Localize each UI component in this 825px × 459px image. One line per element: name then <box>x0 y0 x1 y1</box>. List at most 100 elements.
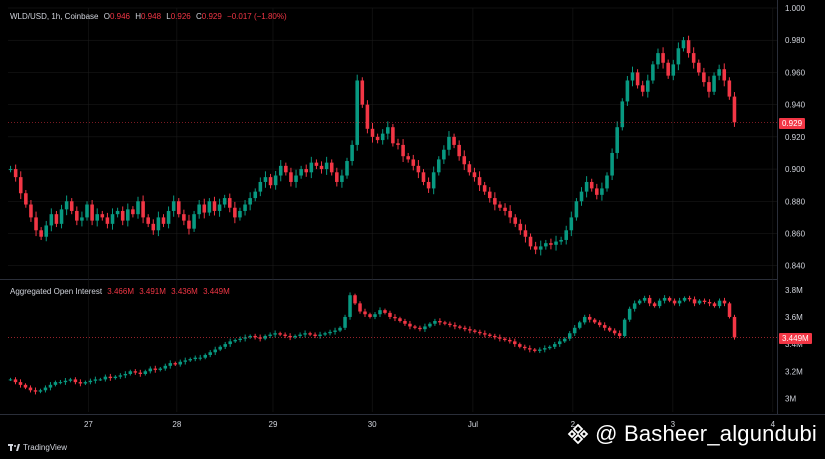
price-candle <box>202 204 207 213</box>
price-candle <box>600 188 604 195</box>
price-candle <box>187 220 191 229</box>
oi-candle <box>133 371 138 373</box>
oi-candle <box>508 340 512 342</box>
price-candle <box>243 204 247 211</box>
oi-candle <box>338 327 342 331</box>
last-oi-tag: 3.449M <box>779 333 812 344</box>
price-candle <box>85 204 89 218</box>
price-candle <box>549 243 553 245</box>
oi-tick-label: 3.6M <box>785 313 803 322</box>
price-candle <box>707 82 711 92</box>
price-candle <box>574 201 579 218</box>
oi-candle <box>308 333 312 335</box>
oi-candle <box>548 346 552 349</box>
price-candle <box>284 165 288 173</box>
oi-candle <box>13 379 18 383</box>
oi-candle <box>538 349 542 351</box>
price-candle <box>651 64 655 81</box>
price-candle <box>666 62 670 76</box>
price-candle <box>493 198 497 205</box>
price-candle <box>391 127 395 144</box>
time-tick-label: 2 <box>571 420 576 429</box>
price-candle <box>477 177 482 186</box>
price-candle <box>467 164 472 173</box>
price-candle <box>386 127 390 134</box>
tradingview-logo[interactable]: TradingView <box>8 443 67 452</box>
oi-tick-label: 3.8M <box>785 286 803 295</box>
oi-candle <box>483 333 487 335</box>
change-value: −0.017 (−1.80%) <box>227 12 287 21</box>
time-tick-label: 4 <box>771 420 776 429</box>
oi-candle <box>388 312 392 317</box>
oi-candle <box>657 300 662 307</box>
oi-candle <box>732 316 737 338</box>
oi-candle <box>622 319 627 336</box>
price-candle <box>528 236 533 247</box>
price-candle <box>436 159 441 173</box>
oi-candle <box>333 330 337 332</box>
price-candle <box>630 72 635 81</box>
price-candle <box>712 75 716 92</box>
price-candle <box>131 209 135 215</box>
oi-candle <box>238 338 242 341</box>
price-candle <box>324 162 329 170</box>
price-candle <box>620 101 625 128</box>
oi-candle <box>458 326 462 328</box>
oi-candle <box>258 337 262 339</box>
price-candle <box>44 225 49 237</box>
oi-candle <box>667 297 672 301</box>
oi-candle <box>53 382 58 385</box>
open-value: 0.946 <box>109 12 130 21</box>
price-tick-label: 0.940 <box>785 101 806 110</box>
indicator-legend: Aggregated Open Interest 3.466M 3.491M 3… <box>10 287 233 296</box>
price-candle <box>335 172 339 182</box>
price-candle <box>227 198 232 208</box>
oi-candle <box>113 376 118 379</box>
price-candle <box>686 40 691 54</box>
time-tick-label: 30 <box>368 420 377 429</box>
price-candle <box>518 223 523 231</box>
oi-candle <box>378 310 382 315</box>
oi-candle <box>103 376 108 380</box>
price-candle <box>589 181 594 189</box>
price-candle <box>80 217 84 221</box>
chart-legend: WLD/USD, 1h, Coinbase O0.946 H0.948 L0.9… <box>10 12 290 21</box>
price-candle <box>69 201 74 211</box>
price-candle <box>564 230 569 240</box>
price-tick-label: 0.880 <box>785 197 806 206</box>
tradingview-icon <box>8 443 20 451</box>
binance-square-icon <box>567 423 589 445</box>
price-candle <box>396 143 400 145</box>
price-candle <box>722 69 727 81</box>
oi-candle <box>78 382 83 384</box>
price-candle <box>462 156 467 165</box>
price-tick-label: 0.980 <box>785 36 806 45</box>
price-candle <box>13 169 18 178</box>
oi-candle <box>562 338 567 342</box>
price-candle <box>258 181 263 192</box>
price-candle <box>727 80 732 97</box>
oi-candle <box>518 344 522 347</box>
open-label: O <box>103 12 110 21</box>
price-candle <box>141 201 145 218</box>
price-candle <box>472 172 477 178</box>
price-candle <box>421 172 426 182</box>
oi-candle <box>488 334 492 336</box>
oi-candle <box>493 335 497 338</box>
oi-candle <box>158 368 163 370</box>
price-candle <box>554 241 558 245</box>
oi-candle <box>413 326 417 328</box>
oi-candle <box>148 368 153 372</box>
high-value: 0.948 <box>141 12 162 21</box>
price-candle <box>263 177 268 182</box>
oi-candle <box>642 297 647 301</box>
oi-candle <box>727 303 732 317</box>
oi-candle <box>478 331 482 334</box>
oi-candle <box>557 341 562 345</box>
price-candle <box>365 104 370 129</box>
price-candle <box>29 204 33 218</box>
watermark: @ Basheer_algundubi <box>567 421 817 447</box>
oi-candle <box>218 346 222 350</box>
price-candle <box>110 214 115 224</box>
